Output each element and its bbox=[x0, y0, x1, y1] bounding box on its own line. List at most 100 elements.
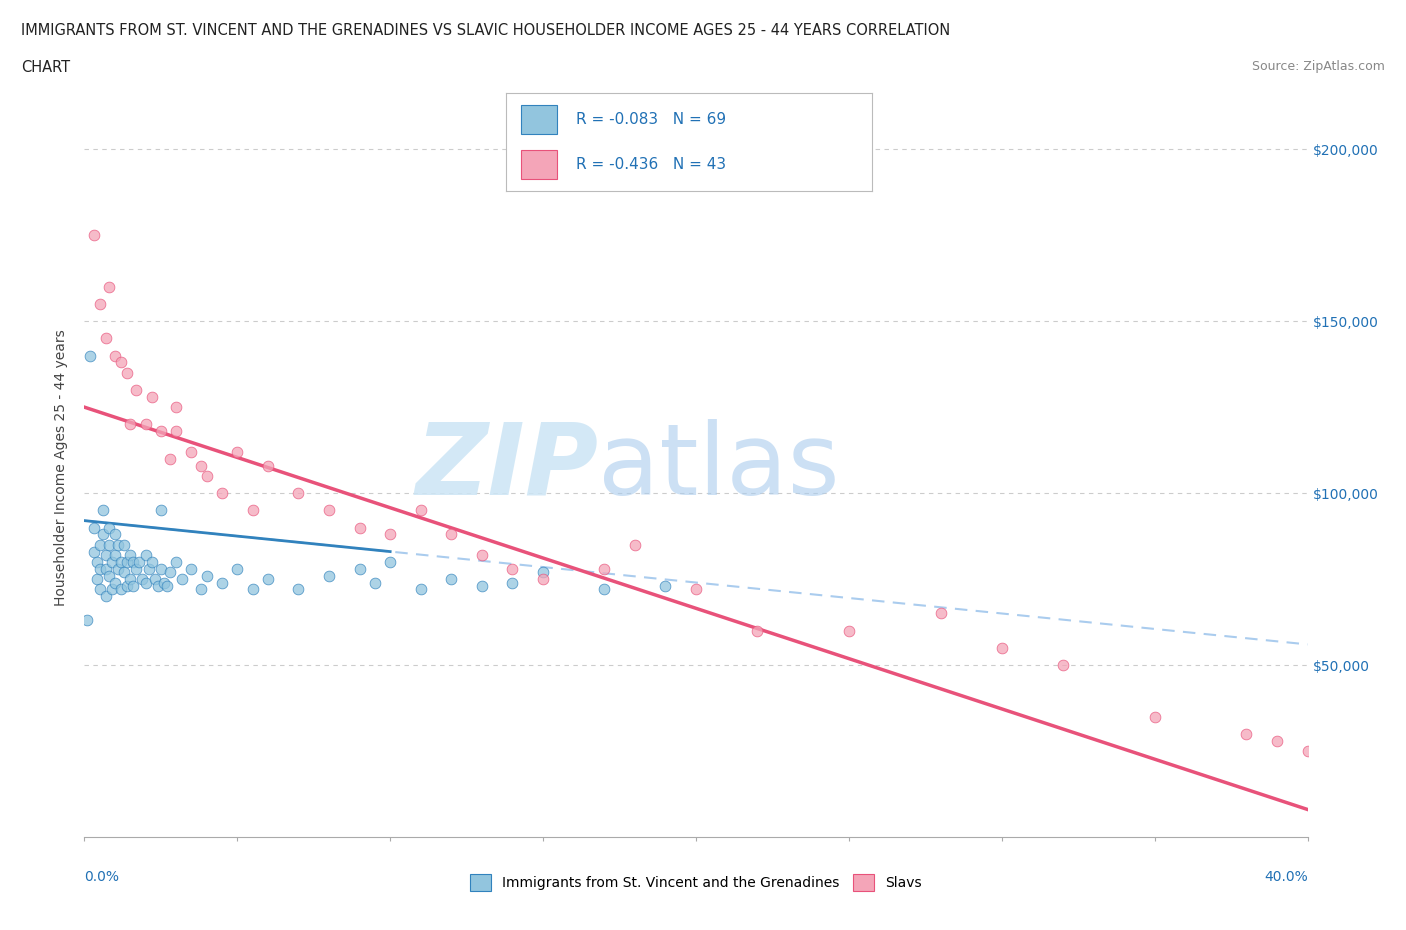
Point bbox=[97, 279, 120, 294]
Point bbox=[364, 575, 387, 590]
Text: R = -0.436   N = 43: R = -0.436 N = 43 bbox=[575, 157, 725, 172]
Point bbox=[91, 503, 114, 518]
Point bbox=[120, 572, 142, 587]
Point bbox=[135, 548, 157, 563]
Point bbox=[195, 469, 218, 484]
Point bbox=[409, 503, 432, 518]
Text: CHART: CHART bbox=[21, 60, 70, 75]
Point bbox=[242, 503, 264, 518]
Point bbox=[349, 520, 371, 535]
Point bbox=[89, 582, 111, 597]
Point bbox=[94, 331, 117, 346]
Point bbox=[195, 568, 218, 583]
Point bbox=[128, 554, 150, 569]
Point bbox=[1143, 710, 1166, 724]
Point bbox=[138, 562, 160, 577]
Text: Source: ZipAtlas.com: Source: ZipAtlas.com bbox=[1251, 60, 1385, 73]
Point bbox=[115, 554, 138, 569]
Point bbox=[165, 554, 187, 569]
Point bbox=[531, 565, 554, 579]
Point bbox=[83, 520, 105, 535]
Point bbox=[159, 451, 181, 466]
Point bbox=[593, 582, 616, 597]
Point bbox=[110, 582, 132, 597]
Point bbox=[110, 355, 132, 370]
Point bbox=[991, 641, 1014, 656]
Text: atlas: atlas bbox=[598, 418, 839, 516]
Point bbox=[149, 562, 172, 577]
Point bbox=[380, 527, 402, 542]
Point bbox=[115, 578, 138, 593]
Point bbox=[110, 554, 132, 569]
Point bbox=[94, 548, 117, 563]
Point bbox=[104, 548, 127, 563]
Point bbox=[287, 582, 309, 597]
Point bbox=[125, 382, 148, 397]
Y-axis label: Householder Income Ages 25 - 44 years: Householder Income Ages 25 - 44 years bbox=[55, 329, 69, 605]
Point bbox=[257, 572, 280, 587]
Text: 40.0%: 40.0% bbox=[1264, 870, 1308, 884]
Point bbox=[502, 562, 524, 577]
Point bbox=[94, 589, 117, 604]
Point bbox=[104, 575, 127, 590]
Point bbox=[120, 417, 142, 432]
Point bbox=[685, 582, 707, 597]
Point bbox=[471, 578, 494, 593]
Point bbox=[79, 348, 101, 363]
Point bbox=[156, 578, 179, 593]
Point bbox=[318, 503, 340, 518]
Point bbox=[141, 390, 163, 405]
Point bbox=[165, 400, 187, 415]
Point bbox=[131, 572, 153, 587]
Point bbox=[190, 582, 212, 597]
Point bbox=[747, 623, 769, 638]
Point bbox=[141, 554, 163, 569]
Point bbox=[226, 445, 249, 459]
Text: IMMIGRANTS FROM ST. VINCENT AND THE GRENADINES VS SLAVIC HOUSEHOLDER INCOME AGES: IMMIGRANTS FROM ST. VINCENT AND THE GREN… bbox=[21, 23, 950, 38]
Point bbox=[318, 568, 340, 583]
Text: 0.0%: 0.0% bbox=[84, 870, 120, 884]
Point bbox=[86, 554, 108, 569]
Point bbox=[94, 562, 117, 577]
Point bbox=[97, 568, 120, 583]
Bar bbox=[520, 105, 557, 134]
Point bbox=[112, 538, 135, 552]
Point bbox=[349, 562, 371, 577]
Point bbox=[159, 565, 181, 579]
Point bbox=[112, 565, 135, 579]
Text: R = -0.083   N = 69: R = -0.083 N = 69 bbox=[575, 112, 725, 126]
Point bbox=[143, 572, 166, 587]
Point bbox=[135, 575, 157, 590]
Point bbox=[135, 417, 157, 432]
Point bbox=[242, 582, 264, 597]
Point bbox=[211, 575, 233, 590]
Point bbox=[1296, 744, 1319, 759]
Point bbox=[122, 554, 145, 569]
Point bbox=[226, 562, 249, 577]
Point bbox=[165, 424, 187, 439]
Point bbox=[97, 520, 120, 535]
Point bbox=[180, 562, 202, 577]
Point bbox=[380, 554, 402, 569]
Point bbox=[1236, 726, 1258, 741]
Point bbox=[104, 348, 127, 363]
Point bbox=[107, 562, 129, 577]
Point bbox=[149, 424, 172, 439]
Point bbox=[89, 538, 111, 552]
Point bbox=[153, 575, 176, 590]
Point bbox=[287, 485, 309, 500]
Bar bbox=[520, 150, 557, 179]
Point bbox=[89, 297, 111, 312]
Point bbox=[83, 544, 105, 559]
Point bbox=[83, 228, 105, 243]
Point bbox=[471, 548, 494, 563]
Point bbox=[101, 554, 124, 569]
Point bbox=[1265, 733, 1288, 748]
Point bbox=[190, 458, 212, 473]
Point bbox=[440, 572, 463, 587]
Point bbox=[257, 458, 280, 473]
Point bbox=[107, 538, 129, 552]
Point bbox=[104, 527, 127, 542]
Point bbox=[125, 562, 148, 577]
Point bbox=[91, 527, 114, 542]
